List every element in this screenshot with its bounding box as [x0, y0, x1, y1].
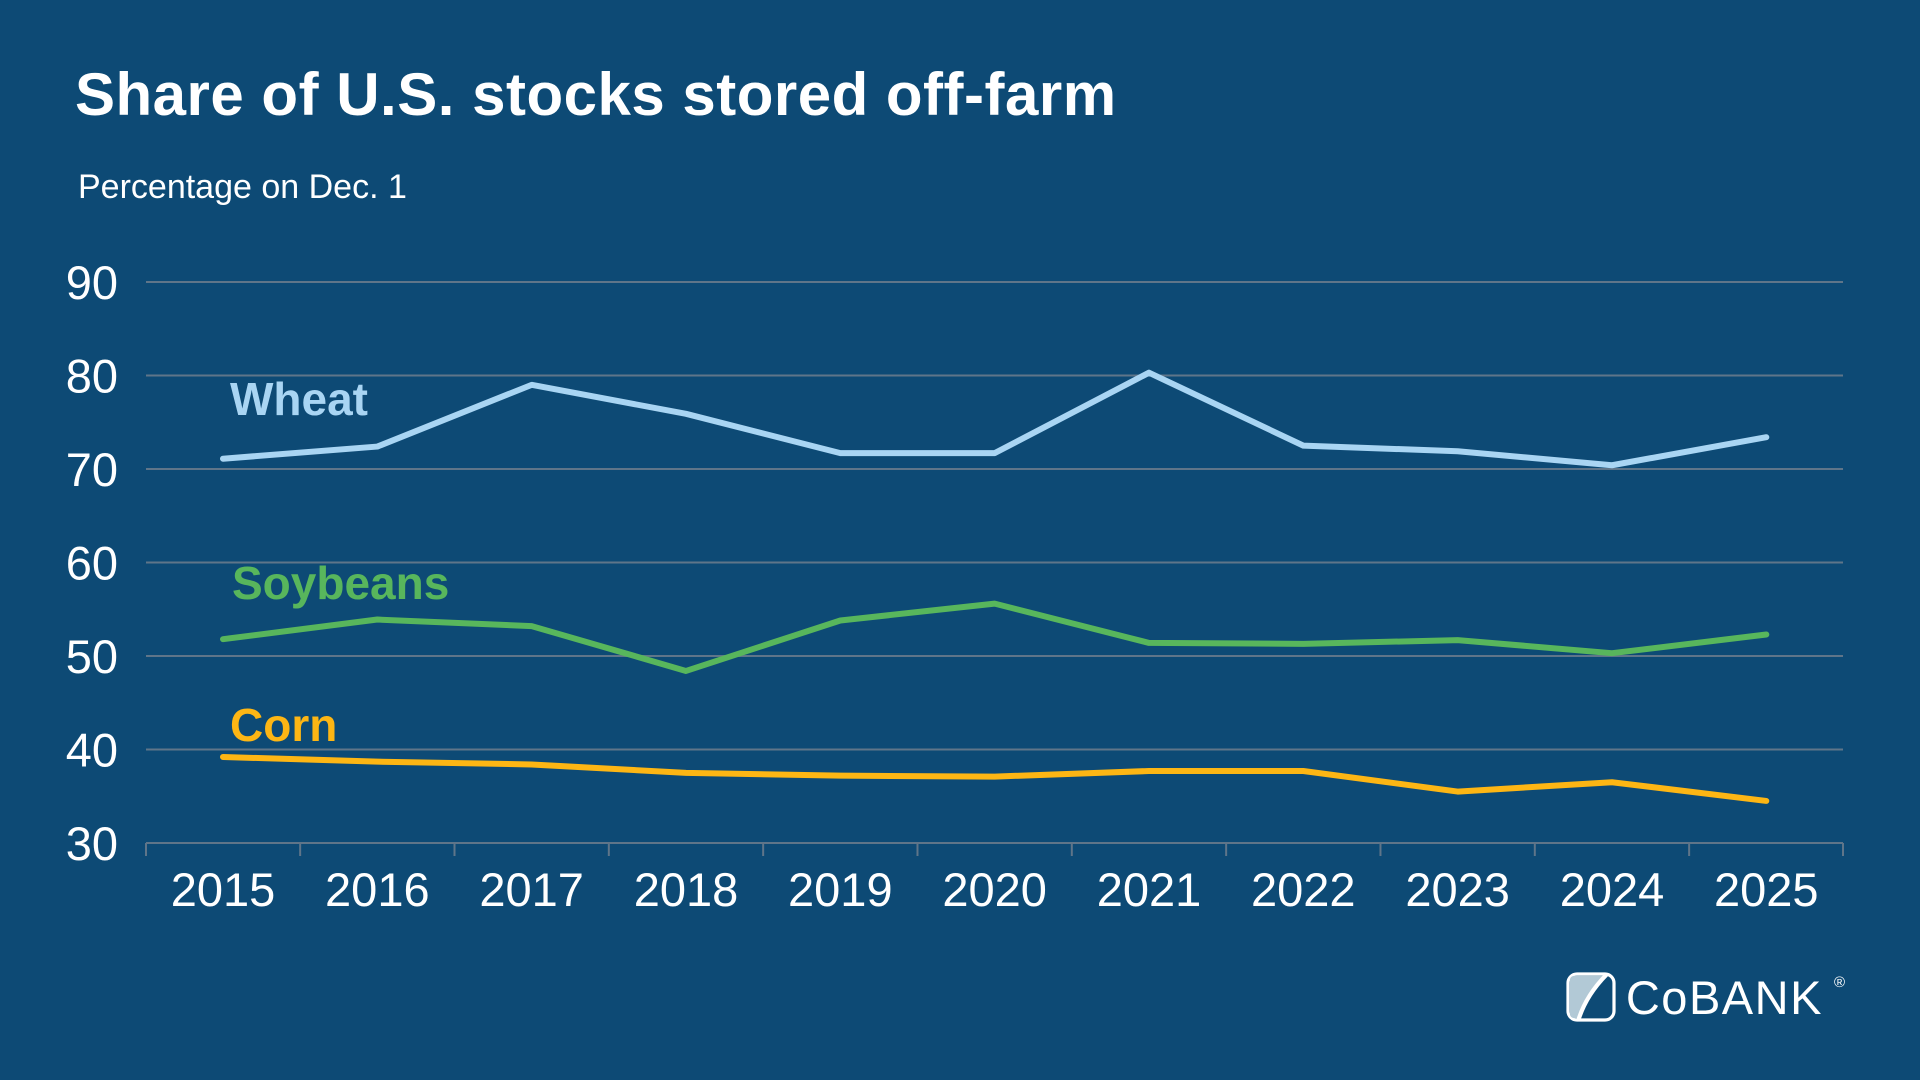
- x-axis-label: 2020: [942, 863, 1047, 916]
- y-axis-label: 80: [66, 350, 118, 403]
- y-axis-label: 70: [66, 443, 118, 496]
- series-line-wheat: [220, 369, 1770, 469]
- y-axis-label: 50: [66, 630, 118, 683]
- x-axis-label: 2018: [634, 863, 739, 916]
- series-line-corn: [220, 753, 1770, 804]
- series-label-corn: Corn: [230, 699, 338, 751]
- chart-subtitle: Percentage on Dec. 1: [78, 168, 407, 206]
- x-axis-label: 2024: [1560, 863, 1665, 916]
- y-axis-label: 60: [66, 537, 118, 590]
- registered-trademark-icon: ®: [1833, 974, 1845, 991]
- x-axis-label: 2023: [1405, 863, 1510, 916]
- y-axis-label: 30: [66, 817, 118, 870]
- x-axis-label: 2017: [479, 863, 584, 916]
- x-axis-label: 2022: [1251, 863, 1356, 916]
- series-line-soybeans: [220, 600, 1770, 674]
- y-axis-label: 90: [66, 256, 118, 309]
- x-axis-label: 2016: [325, 863, 430, 916]
- x-axis-label: 2025: [1714, 863, 1819, 916]
- x-axis-label: 2015: [171, 863, 276, 916]
- cobank-logo-text: CoBANK: [1625, 970, 1823, 1024]
- cobank-logo-icon: [1566, 972, 1616, 1022]
- series-label-soybeans: Soybeans: [232, 557, 450, 609]
- y-axis-label: 40: [66, 724, 118, 777]
- x-axis-label: 2019: [788, 863, 893, 916]
- chart-title: Share of U.S. stocks stored off-farm: [75, 61, 1117, 128]
- cobank-logo: CoBANK ®: [1566, 972, 1845, 1022]
- series-label-wheat: Wheat: [230, 373, 368, 425]
- x-axis-label: 2021: [1097, 863, 1202, 916]
